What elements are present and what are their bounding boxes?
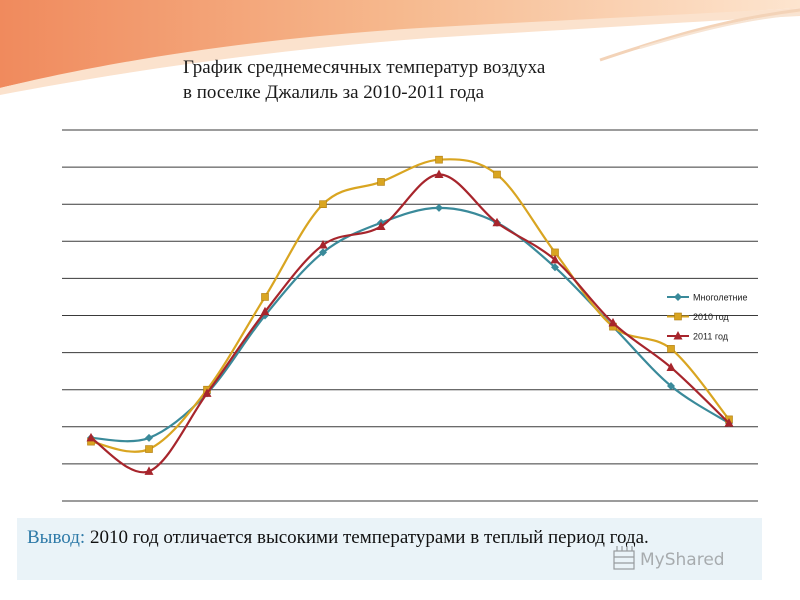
watermark-logo: MyShared	[613, 546, 725, 570]
series-line-1	[90, 206, 730, 443]
chart-title: График среднемесячных температур воздуха…	[183, 55, 703, 105]
chart-title-line-2: в поселке Джалиль за 2010-2011 года	[183, 82, 485, 103]
data-point	[493, 170, 501, 179]
legend-label: Многолетние	[693, 293, 747, 303]
data-point	[435, 203, 443, 212]
data-point	[724, 418, 734, 427]
conclusion-box: Вывод: 2010 год отличается высокими темп…	[17, 518, 762, 580]
header-banner	[0, 0, 800, 95]
series-line-3	[90, 173, 730, 474]
banner-orange-band	[0, 0, 800, 88]
conclusion-text: 2010 год отличается высокими температура…	[89, 527, 649, 548]
data-point	[261, 293, 269, 301]
banner-swoosh	[639, 13, 800, 49]
data-point	[319, 248, 327, 257]
data-point	[667, 345, 675, 353]
data-point	[145, 445, 153, 453]
data-point	[260, 306, 270, 316]
chart-gridlines	[62, 129, 758, 502]
legend-swatch-marker	[674, 312, 682, 321]
chart-series	[86, 155, 734, 475]
legend-label: 2011 год	[693, 332, 729, 342]
chart-legend: Многолетние 2010 год 2011 год	[667, 293, 747, 342]
data-point	[551, 263, 559, 272]
series-line-2	[90, 158, 730, 453]
data-point	[608, 317, 618, 327]
banner-swoosh	[599, 8, 800, 62]
data-point	[492, 217, 502, 227]
data-point	[145, 433, 153, 442]
svg-text:MyShared: MyShared	[640, 550, 725, 570]
data-point	[319, 200, 327, 208]
banner-peach-band	[0, 8, 800, 95]
conclusion-label: Вывод:	[27, 527, 86, 548]
legend-swatch-marker	[673, 331, 683, 340]
data-point	[202, 388, 212, 397]
chart-title-line-1: График среднемесячных температур воздуха	[183, 57, 546, 78]
legend-swatch-marker	[674, 293, 682, 301]
data-point	[550, 254, 560, 264]
data-point	[144, 466, 154, 475]
data-point	[666, 362, 676, 371]
legend-label: 2010 год	[693, 312, 729, 322]
data-point	[318, 240, 328, 249]
data-point	[86, 432, 96, 442]
data-point	[434, 169, 444, 179]
data-point	[377, 178, 385, 186]
data-point	[435, 155, 443, 164]
data-point	[376, 221, 386, 230]
data-point	[667, 381, 675, 390]
